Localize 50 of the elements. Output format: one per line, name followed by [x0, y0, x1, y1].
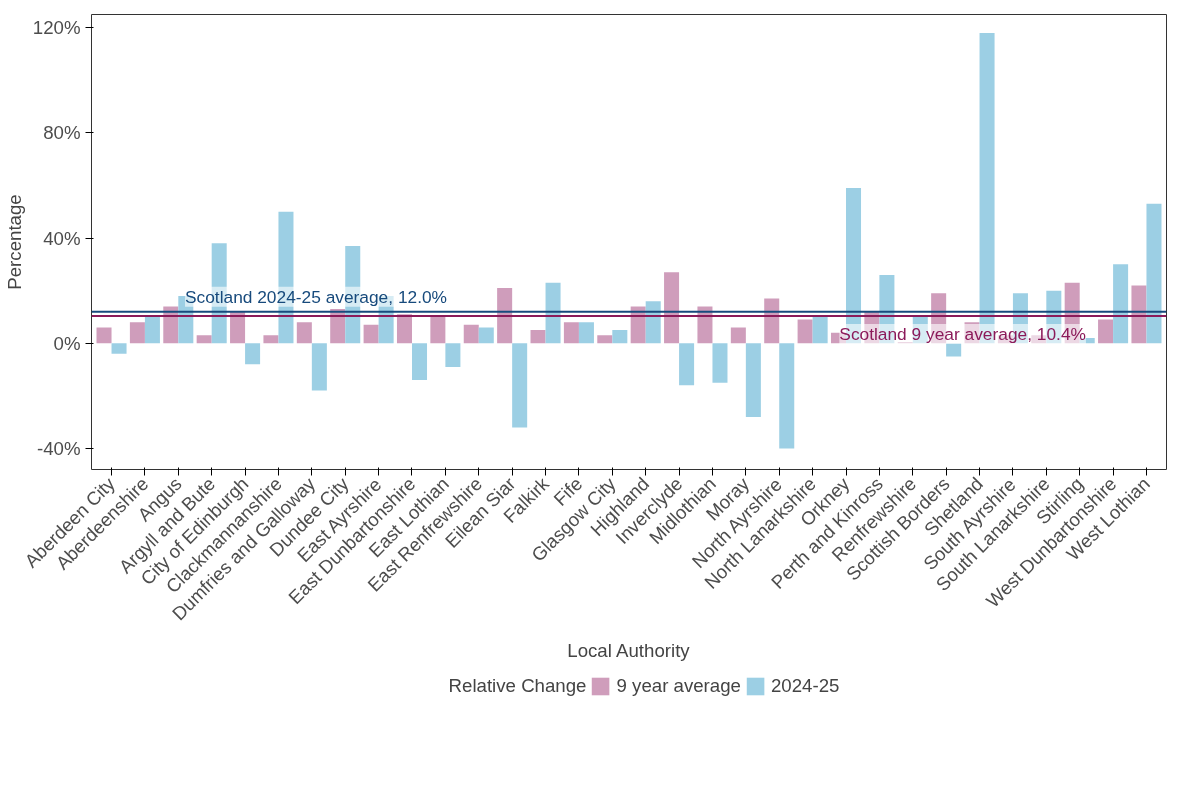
- legend-label: 2024-25: [770, 675, 840, 697]
- bar: [196, 335, 212, 344]
- bar: [712, 343, 728, 383]
- legend-title: Relative Change: [448, 675, 587, 697]
- bar: [445, 343, 461, 367]
- bar: [363, 324, 379, 344]
- legend-label: 9 year average: [616, 675, 741, 697]
- bar: [412, 343, 428, 381]
- y-tick-label: 0%: [53, 332, 81, 354]
- bar: [545, 282, 561, 344]
- bar: [96, 327, 112, 344]
- ref-line-label: Scotland 2024-25 average, 12.0%: [184, 286, 448, 307]
- y-tick-label: 80%: [43, 122, 81, 144]
- bar: [745, 343, 761, 417]
- bar: [396, 314, 412, 344]
- bar: [263, 335, 279, 344]
- bar: [797, 319, 813, 344]
- bar: [463, 324, 479, 344]
- y-tick-label: 120%: [32, 17, 81, 39]
- bar: [245, 343, 261, 365]
- bar: [311, 343, 327, 391]
- x-axis-title: Local Authority: [567, 639, 691, 661]
- bar: [530, 330, 546, 344]
- y-tick-label: 40%: [43, 227, 81, 249]
- bar: [645, 301, 661, 344]
- bar: [1098, 319, 1114, 344]
- bar: [597, 335, 613, 344]
- ref-line-label: Scotland 9 year average, 10.4%: [839, 323, 1086, 344]
- bar: [1131, 285, 1147, 344]
- bar: [111, 343, 127, 354]
- bar: [497, 288, 513, 344]
- bar: [563, 322, 579, 344]
- bar: [478, 327, 494, 344]
- bar: [679, 343, 695, 386]
- bar: [612, 330, 628, 344]
- bar: [730, 327, 746, 344]
- bar: [812, 316, 828, 344]
- bar: [946, 343, 962, 357]
- bar: [664, 272, 680, 344]
- bar: [779, 343, 795, 449]
- bar: [144, 316, 160, 344]
- y-axis-title: Percentage: [3, 194, 25, 290]
- bar: [578, 322, 594, 344]
- bar: [129, 322, 145, 344]
- bar: [512, 343, 528, 428]
- bar: [296, 322, 312, 344]
- bar: [1146, 203, 1162, 344]
- bar: [430, 316, 446, 344]
- y-tick-label: -40%: [36, 437, 81, 459]
- bar: [1113, 264, 1129, 344]
